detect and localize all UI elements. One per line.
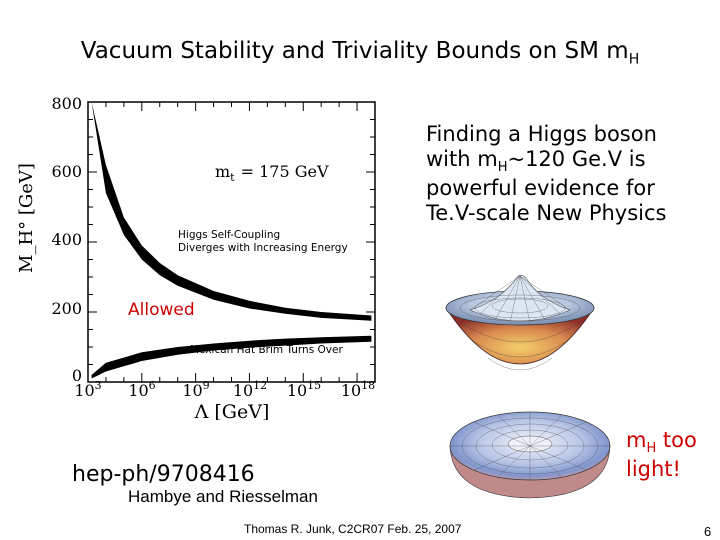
callout-line-1: Finding a Higgs boson: [426, 122, 657, 146]
x-tick-label-1e3: 103: [74, 379, 101, 400]
higgs-bounds-chart: 0 200 400 600 800 103 106 109 1012 1015 …: [10, 90, 390, 420]
y-axis-label: M_H° [GeV]: [16, 163, 37, 273]
band-stability-lower: [91, 335, 372, 379]
callout-text: Finding a Higgs boson with mH~120 Ge.V i…: [426, 122, 716, 226]
x-tick-label-1e6: 106: [128, 379, 155, 400]
mexican-hat-svg: [445, 275, 595, 371]
y-tick-label-800: 800: [51, 94, 82, 113]
upper-annotation-line-1: Higgs Self-Coupling: [178, 229, 281, 241]
callout-line-2: with mH~120 Ge.V is: [426, 147, 646, 176]
allowed-label: Allowed: [128, 300, 195, 320]
slide-title-text: Vacuum Stability and Triviality Bounds o…: [80, 38, 629, 64]
chart-svg: 0 200 400 600 800 103 106 109 1012 1015 …: [16, 94, 376, 420]
x-tick-label-1e15: 1015: [287, 379, 321, 400]
slide-footer: Thomas R. Junk, C2CR07 Feb. 25, 2007: [244, 522, 462, 536]
lower-bound-annotation: Mexican Hat Brim Turns Over: [190, 344, 343, 356]
mh-too-light-label: mH too light!: [626, 428, 697, 481]
callout-line-4: Te.V-scale New Physics: [426, 201, 667, 226]
arxiv-reference: hep-ph/9708416: [72, 462, 255, 487]
y-tick-label-600: 600: [51, 162, 82, 181]
upper-annotation-line-2: Diverges with Increasing Energy: [178, 241, 348, 254]
reference-authors: Hambye and Riesselman: [128, 487, 318, 506]
page-number: 6: [704, 524, 712, 539]
x-axis-label: Λ [GeV]: [194, 401, 270, 420]
upper-bound-annotation: Higgs Self-Coupling Diverges with Increa…: [178, 229, 348, 254]
y-ticks: [88, 101, 375, 383]
chart-bands: [91, 102, 372, 379]
y-tick-label-200: 200: [51, 299, 82, 318]
turned-over-brim-image: [440, 400, 620, 514]
slide-title: Vacuum Stability and Triviality Bounds o…: [0, 38, 720, 68]
x-tick-label-1e12: 1012: [233, 379, 267, 400]
y-tick-label-0: 0: [72, 366, 82, 385]
band-triviality-upper: [91, 102, 372, 321]
slide-title-subscript: H: [628, 51, 640, 68]
x-tick-label-1e18: 1018: [341, 379, 375, 400]
x-tick-label-1e9: 109: [182, 379, 209, 400]
brim-svg: [449, 411, 611, 499]
mt-annotation: mt = 175 GeV: [215, 162, 329, 184]
mh-too-light-line-2: light!: [626, 457, 681, 482]
callout-line-3: powerful evidence for: [426, 175, 655, 200]
mh-too-light-line-1: mH too: [626, 428, 697, 457]
mexican-hat-potential-image: [440, 270, 600, 399]
y-tick-label-400: 400: [51, 230, 82, 249]
x-ticks: [87, 102, 376, 382]
